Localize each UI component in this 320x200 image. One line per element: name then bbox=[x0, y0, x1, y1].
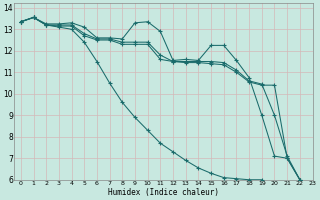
X-axis label: Humidex (Indice chaleur): Humidex (Indice chaleur) bbox=[108, 188, 219, 197]
